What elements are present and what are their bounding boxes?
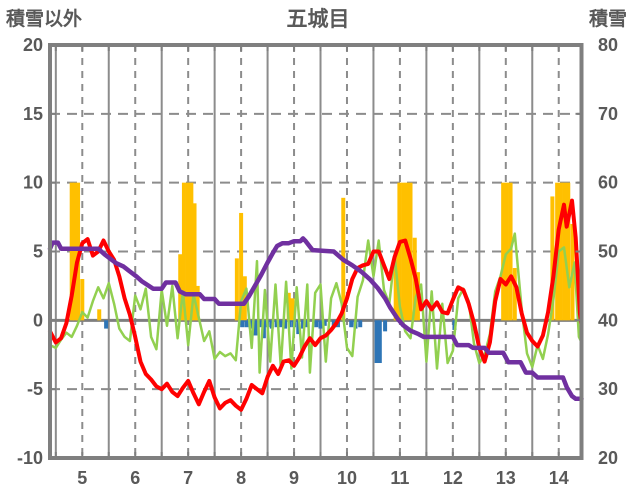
- x-axis-tick-label: 13: [496, 468, 516, 488]
- x-axis-tick-label: 6: [130, 468, 140, 488]
- precipitation-bars-bar: [181, 182, 186, 321]
- right-axis-tick-label: 20: [598, 448, 618, 468]
- x-axis-tick-label: 12: [443, 468, 463, 488]
- left-axis-tick-label: -10: [17, 448, 43, 468]
- red-line: [48, 198, 584, 412]
- left-axis-tick-label: 10: [23, 173, 43, 193]
- right-axis-tick-label: 50: [598, 242, 618, 262]
- negative-bars-bar: [296, 320, 301, 335]
- precipitation-bars-bar: [195, 285, 200, 321]
- negative-bars-bar: [314, 320, 319, 328]
- precipitation-bars-bar: [290, 298, 295, 321]
- negative-bars-bar: [240, 320, 245, 328]
- negative-bars-bar: [383, 320, 388, 332]
- x-axis-tick-label: 11: [390, 468, 409, 488]
- precipitation-bars-bar: [69, 182, 74, 321]
- precipitation-bars-bar: [566, 182, 571, 321]
- negative-bars-bar: [358, 320, 363, 328]
- right-axis-tick-label: 30: [598, 379, 618, 399]
- negative-bars-bar: [253, 320, 258, 336]
- precipitation-bars-bar: [512, 268, 517, 321]
- left-axis-title: 積雪以外: [6, 9, 83, 30]
- left-axis-tick-label: 20: [23, 35, 43, 55]
- x-axis-tick-label: 8: [236, 468, 246, 488]
- left-axis-tick-label: -5: [27, 379, 43, 399]
- precipitation-bars-bar: [550, 196, 555, 321]
- precipitation-bars-bar: [558, 182, 563, 321]
- negative-bars-bar: [377, 320, 382, 364]
- x-axis-tick-label: 10: [337, 468, 357, 488]
- negative-bars-bar: [349, 320, 354, 328]
- negative-bars-bar: [301, 320, 306, 329]
- green-line: [48, 232, 583, 374]
- snow-depth-line: [47, 236, 584, 402]
- left-axis-tick-label: 0: [33, 310, 43, 330]
- negative-bars-bar: [318, 320, 323, 329]
- page-title: 五城目: [286, 8, 350, 31]
- precipitation-bars-bar: [234, 258, 239, 321]
- precipitation-bars-bar: [242, 276, 247, 321]
- precipitation-bars-bar: [397, 182, 402, 321]
- x-axis-tick-label: 7: [183, 468, 193, 488]
- precipitation-bars-bar: [185, 182, 190, 321]
- x-axis-tick-label: 14: [549, 468, 569, 488]
- negative-bars-bar: [374, 320, 379, 364]
- negative-bars-bar: [104, 320, 109, 329]
- green-line: [48, 232, 583, 374]
- x-axis-tick-label: 9: [289, 468, 299, 488]
- right-axis-tick-label: 70: [598, 104, 618, 124]
- precipitation-bars-bar: [508, 182, 513, 321]
- precipitation-bars-bar: [72, 182, 77, 321]
- negative-bars-bar: [261, 320, 266, 339]
- negative-bars-bar: [274, 320, 279, 328]
- precipitation-bars-bar: [80, 279, 85, 321]
- precipitation-bars-bar: [501, 182, 506, 321]
- snow-depth-line: [47, 236, 584, 402]
- precipitation-bars-bar: [401, 182, 406, 321]
- right-axis-title: 積雪: [588, 9, 627, 30]
- negative-bars-bar: [278, 320, 283, 328]
- left-axis-tick-label: 15: [23, 104, 43, 124]
- negative-bars-bar: [283, 320, 288, 329]
- negative-bars-bar: [322, 320, 327, 326]
- negative-bars-bar: [244, 320, 249, 328]
- precipitation-bars-bar: [97, 309, 102, 321]
- precipitation-bars-bar: [393, 252, 398, 321]
- right-axis-tick-label: 40: [598, 310, 618, 330]
- precipitation-bars-bar: [189, 182, 194, 321]
- right-axis-tick-label: 80: [598, 35, 618, 55]
- precipitation-bars-bar: [192, 203, 197, 321]
- x-axis-tick-label: 5: [77, 468, 87, 488]
- left-axis-tick-label: 5: [33, 242, 43, 262]
- right-axis-tick-label: 60: [598, 173, 618, 193]
- red-line: [48, 198, 584, 412]
- precipitation-bars-bar: [239, 212, 244, 321]
